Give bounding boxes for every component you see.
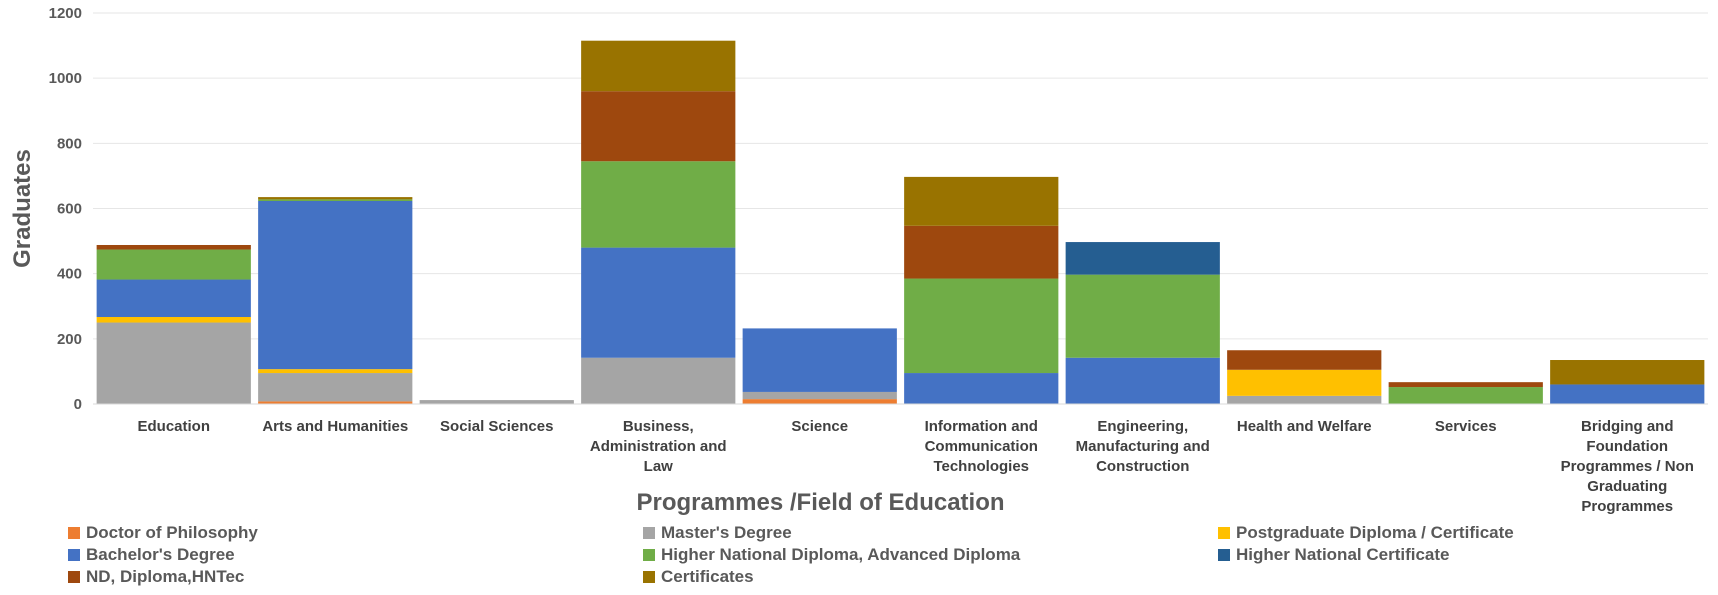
bar-segment <box>97 317 251 323</box>
legend-label: Doctor of Philosophy <box>86 523 258 542</box>
bar-segment <box>1227 350 1381 370</box>
legend-item: Higher National Certificate <box>1218 545 1450 564</box>
bar-segment <box>904 226 1058 279</box>
bar-segment <box>581 41 735 92</box>
legend-item: ND, Diploma,HNTec <box>68 567 244 586</box>
legend-swatch <box>643 571 655 583</box>
bar-segment <box>97 323 251 404</box>
bar-segment <box>1227 396 1381 404</box>
bar-segment <box>904 373 1058 404</box>
x-tick-label: Science <box>791 418 848 435</box>
x-tick-label: Information and Communication Technologies <box>925 418 1038 475</box>
x-tick-label: Business, Administration and Law <box>590 418 727 475</box>
bar-segment <box>258 197 412 199</box>
legend-item: Postgraduate Diploma / Certificate <box>1218 523 1514 542</box>
legend-item: Doctor of Philosophy <box>68 523 258 542</box>
bar-segment <box>904 279 1058 373</box>
bar-segment <box>258 373 412 401</box>
bar-segment <box>904 177 1058 226</box>
legend-swatch <box>643 549 655 561</box>
legend-label: ND, Diploma,HNTec <box>86 567 244 586</box>
legend-item: Certificates <box>643 567 754 586</box>
legend-swatch <box>68 549 80 561</box>
bar-segment <box>743 328 897 392</box>
y-tick-label: 200 <box>57 331 82 348</box>
y-axis-ticks: 0 200 400 600 800 1000 1200 <box>49 5 82 413</box>
bar-segment <box>1066 242 1220 275</box>
bar-segment <box>581 91 735 161</box>
bar-segment <box>1227 370 1381 396</box>
bar-segment <box>1550 360 1704 384</box>
x-tick-label: Education <box>137 418 210 435</box>
legend-swatch <box>1218 549 1230 561</box>
bar-segment <box>258 201 412 369</box>
bar-segment <box>420 400 574 404</box>
x-tick-label: Engineering, Manufacturing and Constructio… <box>1076 418 1210 475</box>
bar-segment <box>97 280 251 317</box>
legend: Doctor of Philosophy Master's Degree Postg… <box>68 523 1514 586</box>
bar-segment <box>743 399 897 404</box>
y-tick-label: 800 <box>57 135 82 152</box>
legend-swatch <box>68 571 80 583</box>
legend-label: Master's Degree <box>661 523 792 542</box>
bar-segment <box>97 245 251 250</box>
legend-swatch <box>68 527 80 539</box>
x-tick-label: Bridging and Foundation Programmes / Non Gr… <box>1561 418 1694 515</box>
y-axis-title: Graduates <box>9 149 36 268</box>
bar-segment <box>1066 275 1220 358</box>
y-tick-label: 400 <box>57 266 82 283</box>
y-tick-label: 600 <box>57 201 82 218</box>
bar-segment <box>743 392 897 399</box>
x-tick-label: Services <box>1435 418 1497 435</box>
bar-segment <box>581 248 735 358</box>
x-tick-label: Arts and Humanities <box>262 418 408 435</box>
legend-label: Postgraduate Diploma / Certificate <box>1236 523 1514 542</box>
legend-item: Higher National Diploma, Advanced Diplom… <box>643 545 1021 564</box>
bar-segment <box>258 199 412 201</box>
legend-label: Certificates <box>661 567 754 586</box>
bar-segment <box>258 369 412 373</box>
legend-item: Master's Degree <box>643 523 792 542</box>
x-tick-label: Health and Welfare <box>1237 418 1372 435</box>
x-axis-title: Programmes /Field of Education <box>636 489 1004 516</box>
legend-item: Bachelor's Degree <box>68 545 235 564</box>
bar-segment <box>581 358 735 404</box>
bar-segment <box>581 161 735 247</box>
y-tick-label: 1200 <box>49 5 82 22</box>
bars <box>97 41 1705 404</box>
y-tick-label: 1000 <box>49 70 82 87</box>
legend-label: Higher National Diploma, Advanced Diplom… <box>661 545 1021 564</box>
bar-segment <box>1389 382 1543 387</box>
x-tick-label: Social Sciences <box>440 418 553 435</box>
bar-segment <box>1550 384 1704 404</box>
y-tick-label: 0 <box>74 396 82 413</box>
legend-swatch <box>643 527 655 539</box>
legend-swatch <box>1218 527 1230 539</box>
bar-segment <box>97 250 251 280</box>
bar-segment <box>1066 358 1220 404</box>
legend-label: Bachelor's Degree <box>86 545 235 564</box>
bar-segment <box>1389 387 1543 404</box>
legend-label: Higher National Certificate <box>1236 545 1450 564</box>
